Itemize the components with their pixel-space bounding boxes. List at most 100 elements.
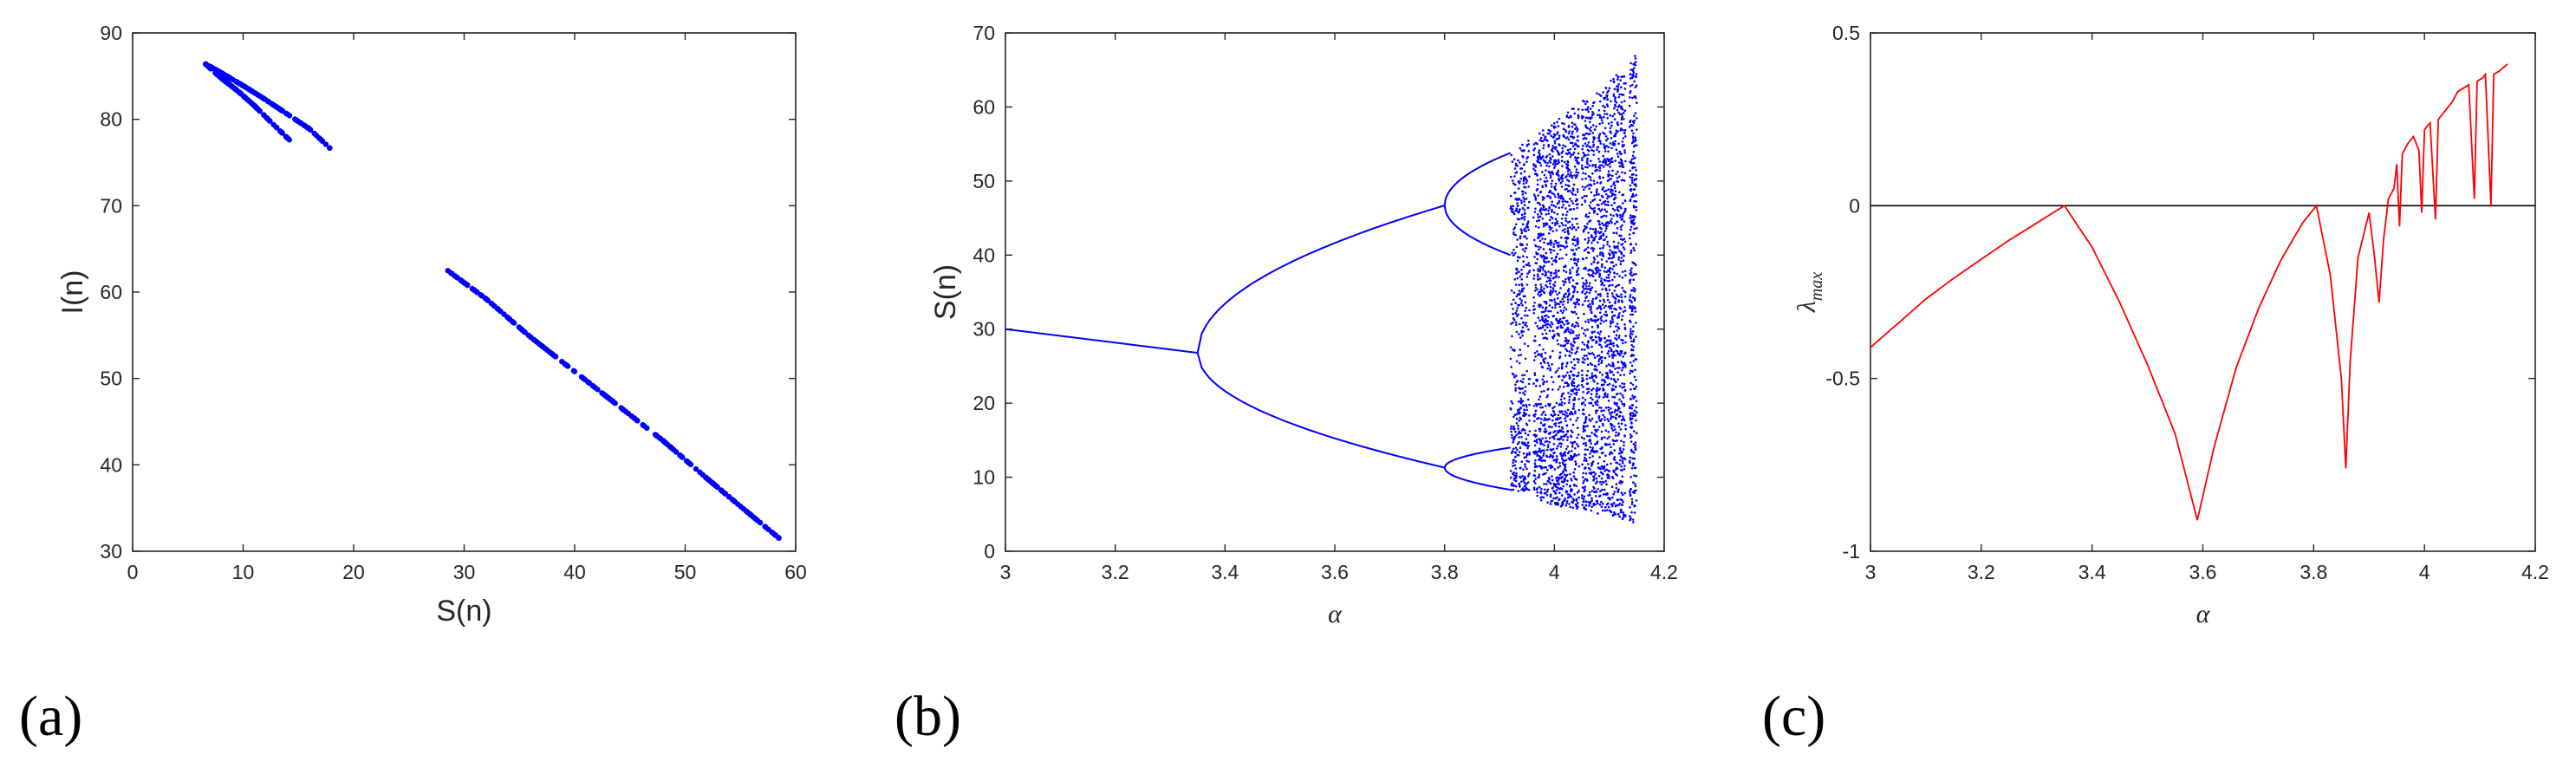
chaos-point bbox=[1514, 485, 1518, 488]
chaos-point bbox=[1534, 262, 1538, 264]
chaos-point bbox=[1635, 379, 1637, 381]
chaos-point bbox=[1512, 249, 1515, 251]
chaos-point bbox=[1603, 379, 1605, 382]
chaos-point bbox=[1613, 271, 1616, 274]
chaos-point bbox=[1615, 101, 1618, 104]
chaos-point bbox=[1571, 352, 1573, 354]
chaos-point bbox=[1523, 414, 1526, 417]
chaos-point bbox=[1603, 436, 1606, 439]
chaos-point bbox=[1534, 482, 1537, 485]
chaos-point bbox=[1514, 383, 1517, 387]
chaos-point bbox=[1597, 306, 1599, 309]
chaos-point bbox=[1624, 341, 1627, 344]
chaos-point bbox=[1583, 155, 1585, 158]
chaos-point bbox=[1603, 190, 1606, 192]
chaos-point bbox=[1633, 466, 1636, 470]
chaos-point bbox=[1620, 122, 1623, 125]
chaos-point bbox=[1539, 283, 1542, 286]
chaos-point bbox=[1615, 251, 1617, 254]
chaos-point bbox=[1534, 410, 1537, 413]
chaos-point bbox=[1603, 467, 1605, 470]
chaos-point bbox=[1545, 465, 1548, 469]
chaos-point bbox=[1630, 225, 1633, 229]
chaos-point bbox=[1571, 498, 1575, 500]
chaos-point bbox=[1630, 426, 1632, 429]
chaos-point bbox=[1515, 422, 1519, 425]
chaos-point bbox=[1538, 154, 1541, 158]
chaos-point bbox=[1592, 387, 1595, 390]
chaos-point bbox=[1547, 364, 1551, 367]
chaos-point bbox=[1630, 188, 1633, 191]
chaos-point bbox=[1571, 445, 1574, 448]
chaos-point bbox=[1606, 117, 1609, 120]
chaos-point bbox=[1581, 486, 1584, 489]
chaos-point bbox=[1524, 192, 1527, 194]
chaos-point bbox=[1551, 230, 1554, 233]
chaos-point bbox=[1584, 154, 1587, 157]
chaos-point bbox=[1617, 161, 1621, 164]
chaos-point bbox=[1623, 374, 1626, 376]
chaos-point bbox=[1548, 241, 1551, 244]
chaos-point bbox=[1594, 495, 1597, 498]
chaos-point bbox=[1593, 237, 1596, 240]
chaos-point bbox=[1602, 176, 1604, 179]
chaos-point bbox=[1603, 388, 1605, 392]
chaos-point bbox=[1608, 346, 1611, 349]
chaos-point bbox=[1596, 382, 1599, 385]
chaos-point bbox=[1577, 496, 1580, 499]
chaos-point bbox=[1630, 160, 1632, 163]
chaos-point bbox=[1542, 254, 1545, 257]
chaos-point bbox=[1585, 132, 1588, 135]
chaos-point bbox=[1581, 185, 1584, 188]
chaos-point bbox=[1589, 219, 1592, 222]
chaos-point bbox=[1554, 258, 1557, 262]
chaos-point bbox=[1565, 341, 1569, 345]
chaos-point bbox=[1602, 233, 1604, 237]
chaos-point bbox=[1633, 474, 1636, 477]
chaos-point bbox=[1525, 482, 1528, 485]
chaos-point bbox=[1621, 243, 1624, 245]
chaos-point bbox=[1510, 210, 1513, 212]
chaos-point bbox=[1571, 237, 1574, 241]
chaos-point bbox=[1598, 224, 1601, 226]
chaos-point bbox=[1551, 456, 1554, 459]
chaos-point bbox=[1564, 184, 1567, 186]
chaos-point bbox=[1623, 220, 1626, 223]
chaos-point bbox=[1615, 309, 1617, 311]
chaos-point bbox=[1537, 476, 1539, 479]
x-tick-label: 3.8 bbox=[2300, 561, 2327, 583]
chaos-point bbox=[1561, 410, 1564, 413]
chaos-point bbox=[1534, 355, 1537, 358]
chaos-point bbox=[1605, 276, 1608, 279]
chaos-point bbox=[1604, 375, 1608, 379]
chaos-point bbox=[1545, 280, 1548, 283]
chaos-point bbox=[1568, 130, 1571, 133]
chaos-point bbox=[1610, 424, 1613, 427]
chaos-point bbox=[1521, 404, 1525, 407]
chaos-point bbox=[1619, 374, 1622, 377]
chaos-point bbox=[1583, 188, 1585, 192]
chaos-point bbox=[1548, 132, 1551, 135]
chaos-point bbox=[1573, 143, 1577, 146]
chaos-point bbox=[1584, 417, 1588, 420]
chaos-point bbox=[1599, 293, 1602, 296]
chaos-point bbox=[1619, 216, 1622, 219]
chaos-point bbox=[1573, 147, 1577, 151]
chaos-point bbox=[1543, 483, 1545, 485]
chaos-point bbox=[1584, 185, 1587, 189]
chaos-point bbox=[1541, 437, 1544, 440]
chaos-point bbox=[1549, 191, 1552, 193]
chaos-point bbox=[1593, 182, 1596, 185]
chaos-point bbox=[1574, 324, 1577, 328]
chaos-point bbox=[1612, 231, 1615, 235]
scatter-point bbox=[491, 302, 498, 309]
chaos-point bbox=[1581, 327, 1584, 329]
chaos-point bbox=[1553, 484, 1556, 487]
chaos-point bbox=[1559, 248, 1562, 251]
scatter-point bbox=[216, 73, 222, 79]
chaos-point bbox=[1590, 184, 1593, 187]
chaos-point bbox=[1545, 251, 1548, 255]
y-tick-label: 30 bbox=[973, 318, 995, 341]
chaos-point bbox=[1560, 367, 1564, 370]
chaos-point bbox=[1548, 291, 1551, 295]
